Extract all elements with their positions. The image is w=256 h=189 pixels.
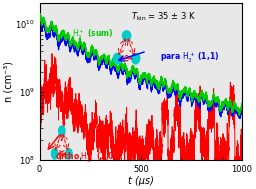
Text: para $\rm H_3^+$ (1,1): para $\rm H_3^+$ (1,1) [160,51,219,65]
Ellipse shape [51,149,58,159]
X-axis label: t (μs): t (μs) [128,176,154,186]
Ellipse shape [122,31,131,41]
Ellipse shape [113,53,122,64]
Text: $T_{\rm kin}$ = 35 ± 3 K: $T_{\rm kin}$ = 35 ± 3 K [131,10,196,22]
Y-axis label: n (cm⁻³): n (cm⁻³) [4,61,14,102]
Text: ortho $\rm H_3^+$ (1,0): ortho $\rm H_3^+$ (1,0) [55,150,118,165]
Ellipse shape [132,53,140,64]
Ellipse shape [66,149,72,159]
Text: $\rm H_3^+$ (sum): $\rm H_3^+$ (sum) [72,27,113,42]
Ellipse shape [59,126,65,137]
